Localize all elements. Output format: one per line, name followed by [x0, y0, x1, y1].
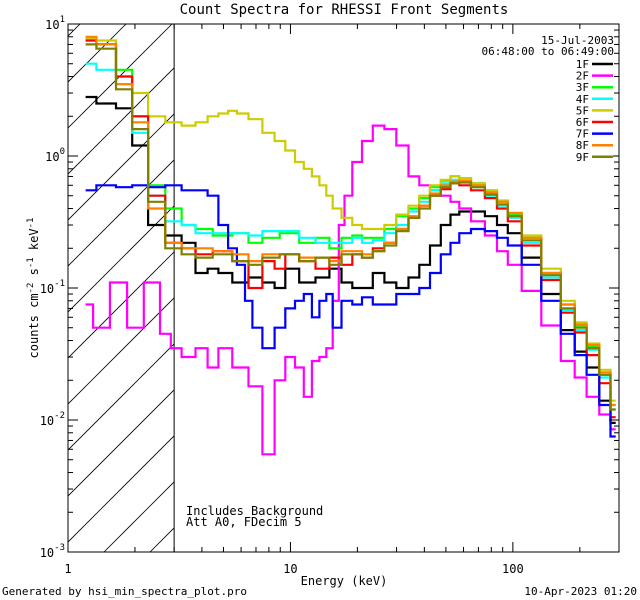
hatch-line	[149, 527, 175, 552]
y-tick-label: 100	[45, 147, 65, 164]
legend-label-3f: 3F	[576, 81, 589, 94]
y-tick-label: 101	[45, 15, 65, 32]
legend-label-2f: 2F	[576, 70, 589, 83]
legend-label-9f: 9F	[576, 151, 589, 164]
hatch-line	[68, 435, 175, 543]
series-lines	[85, 35, 616, 456]
chart-title: Count Spectra for RHESSI Front Segments	[180, 2, 509, 18]
legend-date: 15-Jul-2003	[541, 34, 614, 47]
legend-label-8f: 8F	[576, 139, 589, 152]
hatch-line	[0, 0, 14, 552]
hatch-line	[68, 24, 173, 129]
footer-generated-by: Generated by hsi_min_spectra_plot.pro	[2, 585, 247, 598]
hatch-line	[68, 205, 175, 313]
hatch-line	[68, 24, 127, 83]
hatch-line	[68, 251, 175, 359]
hatch-line	[0, 0, 106, 552]
footer-timestamp: 10-Apr-2023 01:20	[524, 585, 637, 598]
hatch-line	[68, 159, 175, 267]
hatch-line	[68, 297, 175, 405]
plot-frame	[67, 23, 620, 553]
hatch-line	[334, 0, 640, 552]
y-axis-label: counts cm-2 s-1 keV-1	[26, 218, 41, 359]
legend-label-4f: 4F	[576, 93, 589, 106]
hatch-line	[68, 343, 175, 451]
legend-label-5f: 5F	[576, 104, 589, 117]
legend-label-1f: 1F	[576, 58, 589, 71]
hatch-line	[610, 0, 640, 552]
y-tick-label: 10-2	[40, 411, 65, 428]
series-line-1f	[85, 95, 616, 424]
hatch-line	[68, 24, 81, 37]
y-tick-labels: 101 100 10-1 10-2 10-3	[40, 15, 65, 560]
hatch-line	[68, 67, 175, 175]
annotation-attenuator: Att A0, FDecim 5	[186, 515, 302, 529]
legend-label-7f: 7F	[576, 128, 589, 141]
series-line-2f	[85, 124, 616, 456]
series-line-7f	[85, 184, 616, 438]
annotation-background: Includes Background	[186, 504, 323, 518]
x-tick-label: 10	[283, 562, 297, 576]
legend-label-6f: 6F	[576, 116, 589, 129]
y-tick-label: 10-1	[40, 279, 65, 296]
hatch-line	[426, 0, 640, 552]
hatch-line	[68, 389, 175, 497]
legend-time-range: 06:48:00 to 06:49:00	[482, 45, 614, 58]
axis-ticks	[67, 23, 620, 553]
series-line-8f	[85, 35, 616, 407]
x-axis-label: Energy (keV)	[301, 574, 388, 588]
x-tick-label: 100	[502, 562, 524, 576]
x-tick-labels: 1 10 100	[64, 562, 523, 576]
series-line-9f	[85, 43, 616, 411]
x-tick-label: 1	[64, 562, 71, 576]
y-tick-label: 10-3	[40, 543, 65, 560]
